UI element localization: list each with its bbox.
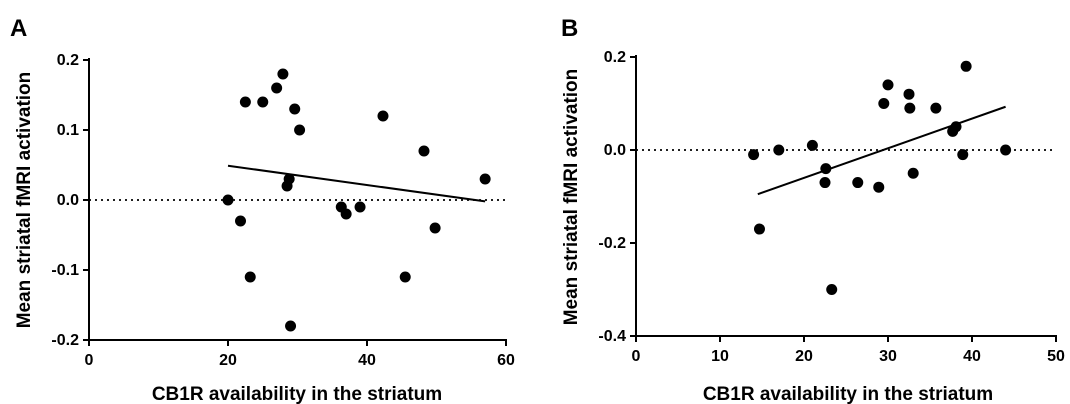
x-tick-label: 50 bbox=[1047, 348, 1065, 365]
y-tick-label: -0.2 bbox=[51, 332, 79, 349]
data-point bbox=[820, 163, 832, 175]
x-tick-label: 30 bbox=[879, 348, 897, 365]
data-point bbox=[930, 102, 942, 114]
data-point bbox=[903, 88, 915, 100]
data-point bbox=[957, 149, 969, 161]
x-tick-label: 40 bbox=[963, 348, 981, 365]
y-tick-label: -0.2 bbox=[598, 235, 626, 252]
y-tick-label: 0.2 bbox=[57, 52, 79, 69]
panel-b: B Mean striatal fMRI activation CB1R ava… bbox=[561, 15, 1065, 404]
x-tick-label: 20 bbox=[219, 352, 237, 369]
y-tick-label: -0.1 bbox=[51, 262, 79, 279]
data-point bbox=[1000, 144, 1012, 156]
data-point bbox=[826, 284, 838, 295]
data-point bbox=[244, 271, 256, 283]
y-tick-label: 0.0 bbox=[57, 192, 79, 209]
data-point bbox=[399, 271, 411, 283]
data-point bbox=[907, 167, 919, 179]
data-point bbox=[748, 149, 760, 161]
panel-label: A bbox=[10, 15, 27, 42]
data-point bbox=[285, 320, 297, 332]
x-tick-label: 10 bbox=[711, 348, 729, 365]
y-tick-label: 0.1 bbox=[57, 122, 79, 139]
x-axis-title: CB1R availability in the striatum bbox=[152, 384, 442, 404]
x-tick-label: 0 bbox=[85, 352, 94, 369]
regression-line bbox=[757, 105, 1006, 196]
data-point bbox=[222, 194, 234, 206]
x-tick-label: 20 bbox=[795, 348, 813, 365]
data-point bbox=[271, 82, 283, 94]
data-point bbox=[753, 223, 765, 235]
data-point bbox=[806, 139, 818, 151]
data-point bbox=[354, 201, 366, 213]
data-point bbox=[377, 110, 389, 122]
data-point bbox=[294, 124, 306, 136]
y-axis-title: Mean striatal fMRI activation bbox=[561, 69, 582, 326]
y-tick-label: 0.2 bbox=[604, 49, 626, 66]
data-point bbox=[235, 215, 247, 227]
data-point bbox=[277, 68, 289, 80]
data-point bbox=[418, 145, 430, 157]
data-point bbox=[904, 102, 916, 114]
data-point bbox=[289, 103, 301, 115]
x-tick-label: 0 bbox=[632, 348, 641, 365]
data-point bbox=[873, 181, 885, 193]
data-point bbox=[479, 173, 491, 185]
x-axis-title: CB1R availability in the striatum bbox=[703, 384, 993, 404]
data-point bbox=[283, 173, 295, 185]
data-point bbox=[852, 177, 864, 189]
data-point bbox=[960, 60, 972, 72]
data-point bbox=[239, 96, 251, 108]
regression-line bbox=[227, 164, 486, 203]
y-tick-label: -0.4 bbox=[598, 328, 626, 345]
data-point bbox=[878, 98, 890, 109]
data-point bbox=[773, 144, 785, 156]
x-tick-label: 60 bbox=[497, 352, 515, 369]
panel-a: A Mean striatal fMRI activation CB1R ava… bbox=[10, 15, 515, 404]
data-point bbox=[340, 208, 352, 220]
x-tick-label: 40 bbox=[358, 352, 376, 369]
data-point bbox=[950, 121, 962, 133]
data-point bbox=[819, 177, 831, 189]
data-point bbox=[257, 96, 269, 108]
y-axis-title: Mean striatal fMRI activation bbox=[14, 72, 35, 329]
data-point bbox=[882, 79, 894, 91]
panel-label: B bbox=[561, 15, 578, 42]
data-point bbox=[429, 222, 441, 234]
y-tick-label: 0.0 bbox=[604, 142, 626, 159]
